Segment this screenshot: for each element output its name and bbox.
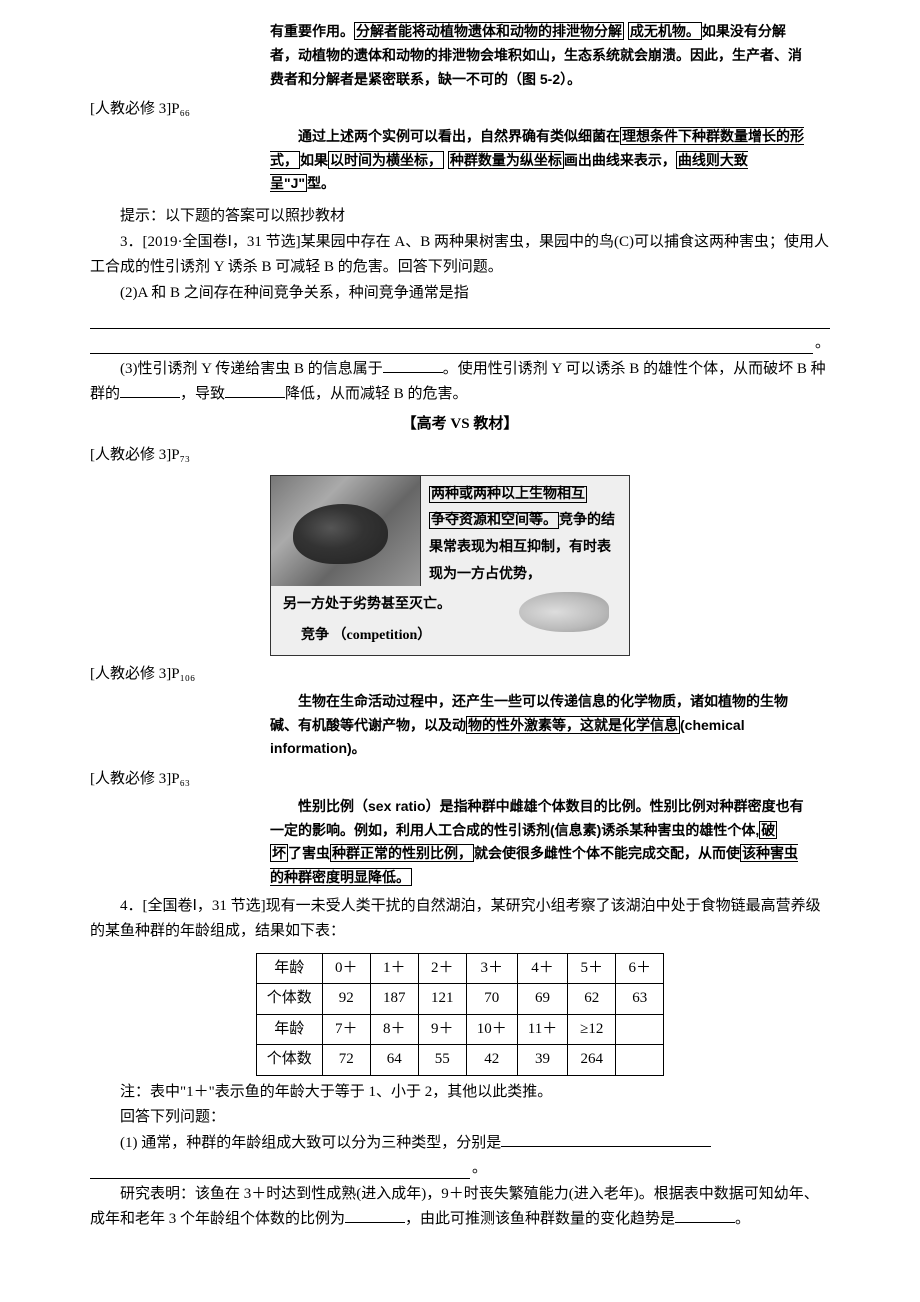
blank [120,383,180,398]
blank [345,1208,405,1223]
blank [383,358,443,373]
table-cell: 6＋ [616,953,664,984]
chemical-info-box: 生物在生命活动过程中，还产生一些可以传递信息的化学物质，诸如植物的生物碱、有机酸… [270,690,810,761]
table-cell: 8＋ [370,1014,418,1045]
hint-text: 提示：以下题的答案可以照抄教材 [90,204,830,230]
table-cell: 62 [568,984,616,1015]
competition-text: 两种或两种以上生物相互 争夺资源和空间等。竞争的结果常表现为相互抑制，有时表现为… [421,476,629,590]
highlight: 破 [759,821,777,839]
table-cell: 7＋ [322,1014,370,1045]
table-cell: 121 [418,984,466,1015]
text: 性别比例（sex ratio）是指种群中雌雄个体数目的比例。性别比例对种群密度也… [270,798,804,838]
text: (1) 通常，种群的年龄组成大致可以分为三种类型，分别是 [120,1135,501,1151]
question-3-intro: 3．[2019·全国卷Ⅰ，31 节选]某果园中存在 A、B 两种果树害虫，果园中… [90,230,830,281]
table-cell: 63 [616,984,664,1015]
blank [675,1208,735,1223]
table-cell: 72 [322,1045,370,1076]
intro-box-1: 有重要作用。分解者能将动植物遗体和动物的排泄物分解 成无机物。如果没有分解者，动… [270,20,810,91]
text: 就会使很多雌性个体不能完成交配，从而使 [474,845,740,861]
table-row: 个体数 92 187 121 70 69 62 63 [256,984,663,1015]
highlight: 争夺资源和空间等。 [429,512,559,529]
fish-image [519,592,609,632]
table-cell: ≥12 [568,1014,616,1045]
highlight: 坏 [270,844,288,862]
textbook-ref-4: [人教必修 3]P₆₃ [90,767,830,793]
table-cell: 5＋ [568,953,616,984]
text: 通过上述两个实例可以看出，自然界确有类似细菌在 [298,128,620,144]
table-cell: 个体数 [256,1045,322,1076]
answer-line [90,333,813,354]
age-table: 年龄 0＋ 1＋ 2＋ 3＋ 4＋ 5＋ 6＋ 个体数 92 187 121 7… [256,953,664,1076]
answer-label: 回答下列问题： [90,1105,830,1131]
text: (3)性引诱剂 Y 传递给害虫 B 的信息属于 [120,361,383,377]
answer-line [90,308,830,329]
table-row: 个体数 72 64 55 42 39 264 [256,1045,663,1076]
sex-ratio-box: 性别比例（sex ratio）是指种群中雌雄个体数目的比例。性别比例对种群密度也… [270,795,810,890]
question-4-1: (1) 通常，种群的年龄组成大致可以分为三种类型，分别是 [90,1131,830,1157]
highlight: 种群数量为纵坐标 [448,151,564,169]
table-row: 年龄 7＋ 8＋ 9＋ 10＋ 11＋ ≥12 [256,1014,663,1045]
highlight: 以时间为横坐标， [328,151,444,169]
rat-image [271,476,421,586]
text: (2)A 和 B 之间存在种间竞争关系，种间竞争通常是指 [120,285,469,301]
answer-line [90,1158,470,1179]
text: 了害虫 [288,845,330,861]
table-row: 年龄 0＋ 1＋ 2＋ 3＋ 4＋ 5＋ 6＋ [256,953,663,984]
question-3-2: (2)A 和 B 之间存在种间竞争关系，种间竞争通常是指 [90,281,830,307]
answer-line-row: 。 [90,1156,830,1182]
highlight: 物的性外激素等，这就是化学信息 [466,716,680,734]
table-cell [616,1045,664,1076]
table-cell: 0＋ [322,953,370,984]
table-cell: 9＋ [418,1014,466,1045]
table-cell: 55 [418,1045,466,1076]
text: 画出曲线来表示， [564,152,676,168]
text: 型。 [307,175,335,191]
table-cell [616,1014,664,1045]
textbook-ref-3: [人教必修 3]P₁₀₆ [90,662,830,688]
highlight: 成无机物。 [628,22,702,40]
text: ，导致 [180,386,225,402]
highlight: 种群正常的性别比例， [330,844,474,862]
text: 如果 [300,152,328,168]
text: 有重要作用。 [270,23,354,39]
text: 降低，从而减轻 B 的危害。 [285,386,468,402]
table-cell: 1＋ [370,953,418,984]
table-cell: 64 [370,1045,418,1076]
table-cell: 39 [517,1045,567,1076]
answer-line-row: 。 [90,331,830,357]
text: 。 [735,1211,750,1227]
table-cell: 3＋ [466,953,517,984]
table-cell: 264 [568,1045,616,1076]
table-cell: 42 [466,1045,517,1076]
textbook-ref-1: [人教必修 3]P₆₆ [90,97,830,123]
table-cell: 年龄 [256,1014,322,1045]
highlight: 两种或两种以上生物相互 [429,486,587,503]
intro-box-2: 通过上述两个实例可以看出，自然界确有类似细菌在理想条件下种群数量增长的形式，如果… [270,125,810,196]
period: 。 [813,331,830,357]
table-cell: 年龄 [256,953,322,984]
competition-figure: 两种或两种以上生物相互 争夺资源和空间等。竞争的结果常表现为相互抑制，有时表现为… [270,475,630,657]
highlight: 分解者能将动植物遗体和动物的排泄物分解 [354,22,624,40]
textbook-ref-2: [人教必修 3]P₇₃ [90,443,830,469]
table-cell: 个体数 [256,984,322,1015]
table-cell: 11＋ [517,1014,567,1045]
competition-lower: 另一方处于劣势甚至灭亡。 竞争 （competition） [271,590,629,655]
question-4-intro: 4．[全国卷Ⅰ，31 节选]现有一未受人类干扰的自然湖泊，某研究小组考察了该湖泊… [90,894,830,945]
table-cell: 187 [370,984,418,1015]
blank [225,383,285,398]
table-cell: 70 [466,984,517,1015]
period: 。 [470,1156,487,1182]
table-cell: 4＋ [517,953,567,984]
table-cell: 2＋ [418,953,466,984]
blank [501,1132,711,1147]
question-4-tail: 研究表明：该鱼在 3＋时达到性成熟(进入成年)，9＋时丧失繁殖能力(进入老年)。… [90,1182,830,1233]
table-cell: 10＋ [466,1014,517,1045]
text: 另一方处于劣势甚至灭亡。 [283,597,451,612]
text: ，由此可推测该鱼种群数量的变化趋势是 [405,1211,675,1227]
table-cell: 92 [322,984,370,1015]
question-3-3: (3)性引诱剂 Y 传递给害虫 B 的信息属于。使用性引诱剂 Y 可以诱杀 B … [90,357,830,408]
table-cell: 69 [517,984,567,1015]
table-note: 注：表中"1＋"表示鱼的年龄大于等于 1、小于 2，其他以此类推。 [90,1080,830,1106]
section-heading: 【高考 VS 教材】 [90,412,830,438]
